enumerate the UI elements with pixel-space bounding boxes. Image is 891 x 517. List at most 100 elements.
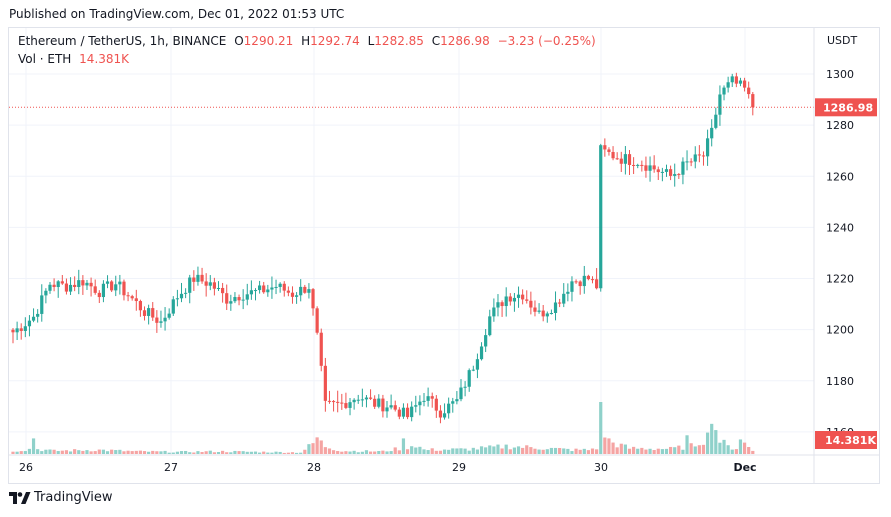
volume-bar [438,450,443,454]
candle-body [418,401,422,406]
chart-frame[interactable] [8,27,880,484]
candle-body [533,307,537,312]
volume-bar [590,448,595,454]
last-price-tag-text: 1286.98 [823,101,873,114]
volume-bar [237,451,241,454]
candle-body [282,283,286,291]
candle-body [373,398,377,407]
candle-body [81,280,85,286]
candle-body [681,161,685,175]
volume-bar [632,446,636,454]
volume-bar [68,451,73,454]
candle-body [401,407,406,417]
volume-bar [340,451,344,454]
volume-bar [147,451,151,454]
volume-bar [344,451,348,454]
time-tick-label: 28 [307,461,321,474]
volume-bar [533,448,537,454]
last-volume-tag-text: 14.381K [825,434,876,447]
volume-bar [508,449,512,454]
volume-bar [114,450,118,454]
price-tick-label: 1200 [826,324,854,337]
candle-body [23,326,27,331]
low-label: L1282.85 [367,34,424,48]
volume-bar [603,437,607,454]
candle-body [31,316,36,321]
volume-bar [171,452,175,454]
volume-bar [463,448,467,454]
volume-bar [348,451,352,454]
price-unit-label: USDT [827,34,858,47]
volume-bar [484,447,488,454]
symbol-title[interactable]: Ethereum / TetherUS, 1h, BINANCE [18,34,227,48]
candle-body [319,332,323,366]
candle-body [574,281,578,283]
volume-bar [142,451,147,454]
candle-body [56,281,60,288]
candle-body [558,302,562,304]
volume-bar [410,446,414,454]
candle-body [673,174,677,176]
volume-bar [151,450,155,454]
volume-bar [233,450,237,454]
time-tick-label: 29 [452,461,466,474]
candle-body [258,285,262,291]
volume-bar [192,452,196,454]
volume-bar [368,451,373,454]
candle-body [586,275,590,280]
volume-bar [426,450,430,454]
candle-body [529,300,533,308]
volume-title[interactable]: Vol · ETH [18,52,72,66]
candle-body [512,297,517,302]
volume-bar [85,450,89,454]
volume-bar [323,447,327,454]
volume-bar [138,450,143,454]
candle-body [196,274,200,282]
candle-body [344,403,348,408]
volume-bar [685,435,689,454]
volume-bar [122,451,126,454]
volume-bar [734,449,738,454]
volume-bar [656,448,660,454]
volume-bar [574,448,578,454]
candle-body [722,87,726,95]
volume-bar [377,451,381,454]
candle-body [479,346,484,360]
candle-body [627,154,632,165]
volume-bar [93,451,97,454]
volume-bar [730,449,734,454]
volume-bar [648,448,652,454]
volume-bar [619,443,623,454]
published-caption: Published on TradingView.com, Dec 01, 20… [9,7,345,21]
tradingview-logo[interactable]: TradingView [9,490,113,505]
volume-bar [73,449,77,454]
volume-bar [677,445,681,454]
candle-body [147,308,151,316]
volume-bar [689,443,693,454]
time-axis: 26 27 28 29 30 Dec [9,454,879,474]
candle-body [48,284,52,291]
candle-body [595,279,599,289]
volume-bar [290,452,295,454]
volume-bar [455,448,459,454]
volume-bar [385,451,389,454]
volume-bar [738,439,743,454]
price-axis: USDT116011801200122012401260128013001286… [813,28,877,483]
volume-bar [200,452,204,454]
volume-bar [447,449,451,454]
volume-bar [521,447,525,454]
candle-body [714,114,718,128]
candle-body [644,165,648,171]
candle-body [738,80,743,84]
candle-body [368,397,373,399]
chart-grid [9,28,814,455]
candle-body [155,317,159,323]
volume-bar [516,446,521,454]
volume-bar [586,450,590,454]
candle-body [578,281,582,287]
candle-body [648,165,652,171]
volume-bar [496,444,500,454]
volume-bar [52,449,56,454]
candle-body [352,399,356,403]
